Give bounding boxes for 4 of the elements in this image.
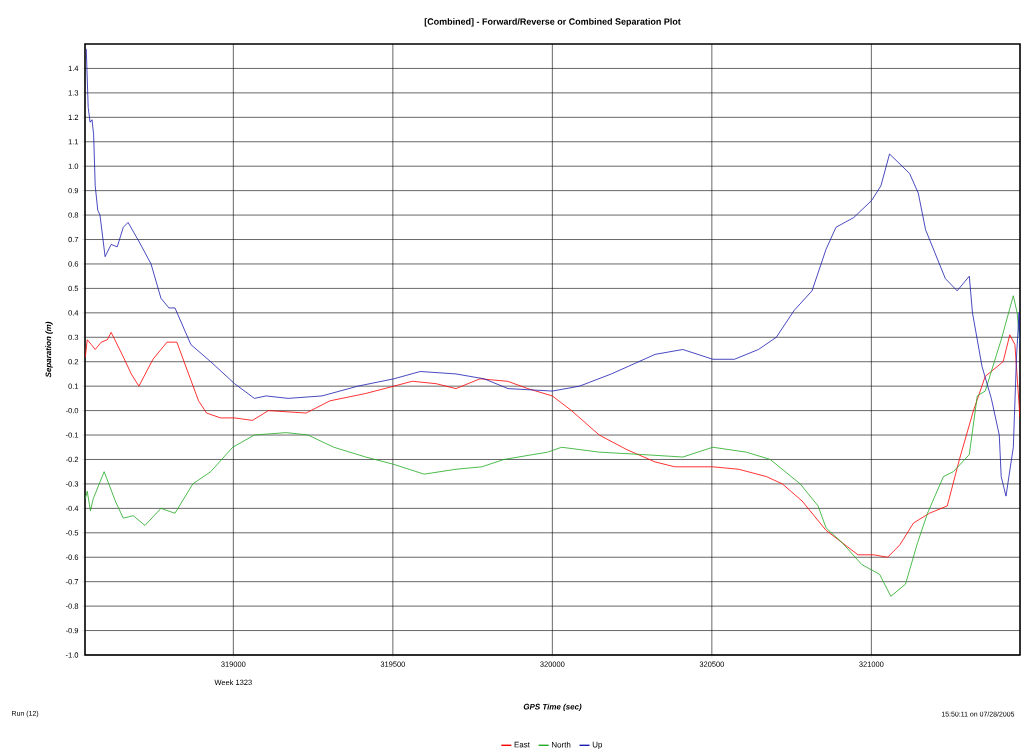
line-series	[85, 48, 1021, 497]
line-series	[85, 295, 1021, 597]
line-series	[85, 331, 1021, 558]
chart-title: [Combined] - Forward/Reverse or Combined Separation Plot	[424, 18, 681, 27]
